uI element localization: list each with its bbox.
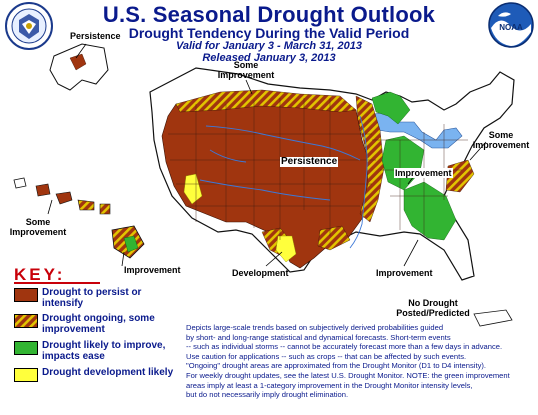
label-some-improvement-hawaii: Some Improvement [8, 217, 68, 237]
label-persistence-center: Persistence [280, 156, 339, 167]
label-some-improvement-east-line2: Improvement [472, 140, 530, 150]
map-title: U.S. Seasonal Drought Outlook [102, 2, 436, 27]
key-label-develop: Drought development likely [42, 367, 174, 378]
key-underline [14, 282, 100, 284]
label-persistence-alaska: Persistence [70, 31, 121, 41]
label-no-drought-pr: No Drought Posted/Predicted [390, 298, 476, 318]
key-swatch-some-improvement [14, 314, 38, 328]
note-line: "Ongoing" drought areas are approximated… [186, 361, 487, 371]
key-label-some-improvement: Drought ongoing, some improvement [42, 313, 155, 335]
note-line: by short- and long-range statistical and… [186, 332, 451, 342]
label-some-improvement-north-line1: Some [233, 60, 259, 70]
label-some-improvement-hawaii-line2: Improvement [9, 227, 67, 237]
label-some-improvement-north-line2: Improvement [217, 70, 275, 80]
note-line: Depicts large-scale trends based on subj… [186, 323, 444, 332]
great-lakes [363, 111, 463, 149]
note-line: -- such as individual storms -- cannot b… [186, 342, 503, 352]
key-swatch-persist [14, 288, 38, 302]
key-title: KEY: [14, 265, 66, 284]
label-improvement-hawaii: Improvement [124, 265, 181, 275]
drought-improve-northeast [371, 91, 411, 125]
label-improvement-southeast: Improvement [376, 268, 433, 278]
hawaii [13, 177, 145, 259]
drought-develop-arizona [183, 173, 203, 205]
note-line: but do not necessarily imply drought eli… [186, 390, 349, 400]
svg-text:NOAA: NOAA [499, 23, 523, 32]
drought-develop-texas [275, 235, 297, 263]
note-line: areas imply at least a 1-category improv… [186, 380, 473, 390]
noaa-logo: NOAA [488, 2, 534, 48]
key-swatch-improve [14, 341, 38, 355]
release-date: Released January 3, 2013 [202, 52, 336, 64]
drought-improve-southeast [403, 181, 457, 241]
label-some-improvement-hawaii-line1: Some [25, 217, 51, 227]
puerto-rico [473, 309, 513, 327]
key-label-improve: Drought likely to improve, impacts ease [42, 340, 166, 362]
label-improvement-ohio: Improvement [394, 168, 453, 178]
note-line: Use caution for applications -- such as … [186, 351, 467, 361]
map-subtitle: Drought Tendency During the Valid Period [128, 25, 410, 41]
label-some-improvement-east-line1: Some [488, 130, 514, 140]
note-line: For weekly drought updates, see the late… [186, 370, 510, 380]
department-of-commerce-seal [5, 2, 53, 50]
key-swatch-develop [14, 368, 38, 382]
valid-dates: Valid for January 3 - March 31, 2013 [175, 40, 363, 52]
drought-some-improvement-north [175, 89, 357, 113]
label-some-improvement-north: Some Improvement [216, 60, 276, 80]
disclaimer-note: Depicts large-scale trends based on subj… [186, 323, 531, 400]
key-label-persist: Drought to persist or intensify [42, 287, 142, 309]
label-development: Development [232, 268, 289, 278]
label-no-drought-pr-line1: No Drought [408, 298, 458, 308]
label-some-improvement-east: Some Improvement [472, 130, 530, 150]
label-no-drought-pr-line2: Posted/Predicted [396, 308, 470, 318]
